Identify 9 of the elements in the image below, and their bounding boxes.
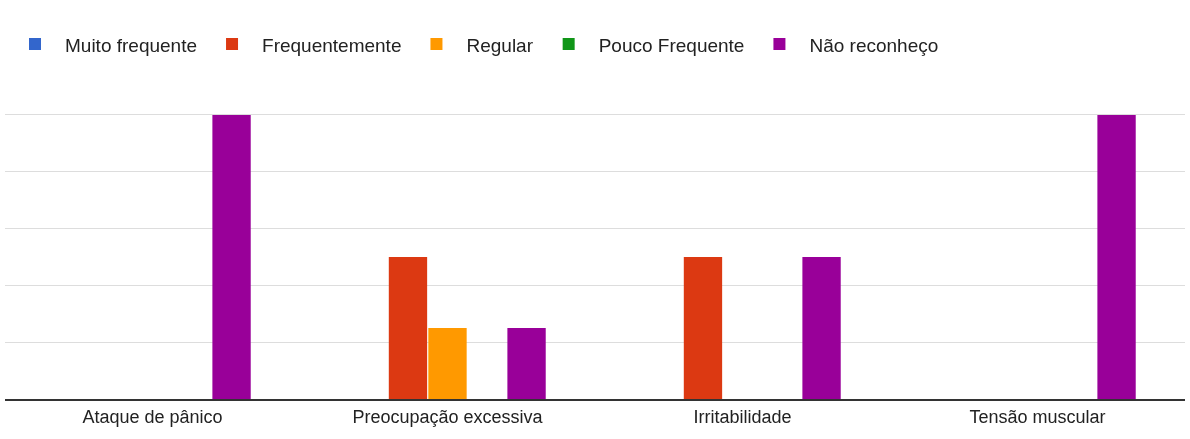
x-tick-label: Irritabilidade xyxy=(693,406,792,427)
legend-label: Muito frequente xyxy=(65,34,198,56)
legend-label: Regular xyxy=(466,34,534,56)
x-tick-label: Ataque de pânico xyxy=(82,406,223,427)
legend-label: Não reconheço xyxy=(809,34,939,56)
legend-label: Frequentemente xyxy=(262,34,402,56)
x-tick-label: Tensão muscular xyxy=(969,406,1106,427)
legend-label: Pouco Frequente xyxy=(598,34,745,56)
x-tick-label: Preocupação excessiva xyxy=(352,406,544,427)
